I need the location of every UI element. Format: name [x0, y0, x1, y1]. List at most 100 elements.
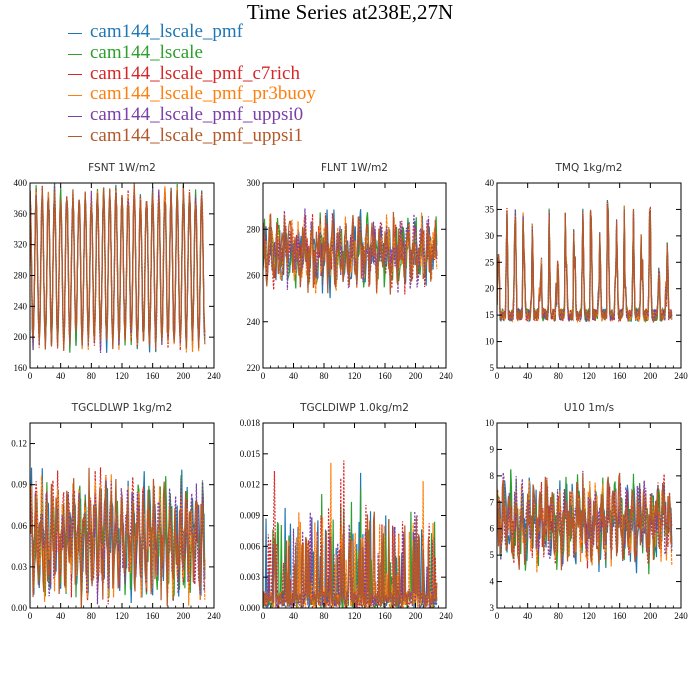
x-tick-label: 0 — [495, 371, 500, 381]
y-tick-label: 300 — [247, 178, 261, 188]
y-tick-label: 200 — [14, 332, 28, 342]
series-group — [497, 469, 673, 575]
series-line — [497, 472, 673, 571]
x-tick-label: 200 — [644, 611, 658, 621]
x-tick-label: 80 — [87, 611, 97, 621]
x-tick-label: 120 — [115, 611, 129, 621]
x-tick-label: 200 — [409, 611, 423, 621]
panel-title: U10 1m/s — [564, 402, 614, 414]
chart-panel: TGCLDIWP 1.0kg/m2 0 40 80 120 160 200 240 0.000 0… — [240, 402, 454, 621]
x-tick-label: 0 — [261, 371, 266, 381]
x-tick-label: 120 — [582, 611, 596, 621]
x-tick-label: 160 — [146, 611, 160, 621]
x-tick-label: 40 — [523, 611, 533, 621]
x-tick-label: 160 — [613, 611, 627, 621]
y-tick-label: 0.03 — [11, 562, 27, 572]
legend-item: cam144_lscale_pmf — [68, 22, 316, 43]
y-tick-label: 160 — [14, 363, 28, 373]
series-line — [30, 183, 206, 351]
legend-item: cam144_lscale_pmf_c7rich — [68, 63, 316, 84]
x-tick-label: 80 — [320, 611, 330, 621]
y-tick-label: 280 — [247, 224, 261, 234]
y-tick-label: 8 — [490, 471, 495, 481]
legend-swatch — [68, 94, 82, 96]
legend-label: cam144_lscale_pmf_uppsi1 — [90, 124, 304, 146]
x-tick-label: 200 — [409, 371, 423, 381]
series-group — [30, 183, 206, 354]
x-tick-label: 80 — [320, 371, 330, 381]
legend-swatch — [68, 115, 82, 117]
x-tick-label: 0 — [28, 371, 33, 381]
y-tick-label: 0.018 — [240, 418, 261, 428]
y-tick-label: 360 — [14, 209, 28, 219]
legend-label: cam144_lscale_pmf_pr3buoy — [90, 83, 316, 105]
y-tick-label: 320 — [14, 240, 28, 250]
x-tick-label: 120 — [348, 611, 362, 621]
y-tick-label: 3 — [490, 603, 495, 613]
y-tick-label: 20 — [485, 284, 495, 294]
chart-panel: TMQ 1kg/m2 0 40 80 120 160 200 240 5 10 15 20 25 30 35… — [485, 162, 688, 381]
y-tick-label: 400 — [14, 178, 28, 188]
x-tick-label: 0 — [261, 611, 266, 621]
legend-item: cam144_lscale_pmf_pr3buoy — [68, 84, 316, 105]
x-tick-label: 40 — [523, 371, 533, 381]
chart-panel: FSNT 1W/m2 0 40 80 120 160 200 240 160 200 240 280 3… — [14, 162, 222, 381]
legend-swatch — [68, 74, 82, 76]
y-tick-label: 35 — [485, 204, 495, 214]
y-tick-label: 240 — [14, 301, 28, 311]
y-tick-label: 0.12 — [11, 439, 27, 449]
panel-title: TGCLDLWP 1kg/m2 — [71, 402, 173, 414]
x-tick-label: 80 — [87, 371, 97, 381]
legend-swatch — [68, 32, 82, 34]
panel-title: TGCLDIWP 1.0kg/m2 — [299, 402, 409, 414]
panel-title: FSNT 1W/m2 — [88, 162, 156, 174]
x-tick-label: 240 — [207, 371, 221, 381]
y-tick-label: 0.00 — [11, 603, 27, 613]
y-tick-label: 15 — [485, 310, 495, 320]
x-tick-label: 160 — [613, 371, 627, 381]
x-tick-label: 160 — [378, 371, 392, 381]
series-line — [497, 204, 673, 324]
y-tick-label: 25 — [485, 257, 495, 267]
y-tick-label: 10 — [485, 337, 495, 347]
x-tick-label: 120 — [582, 371, 596, 381]
x-tick-label: 0 — [28, 611, 33, 621]
legend-swatch — [68, 53, 82, 55]
y-tick-label: 6 — [490, 524, 495, 534]
y-tick-label: 260 — [247, 271, 261, 281]
x-tick-label: 40 — [56, 371, 66, 381]
x-tick-label: 200 — [644, 371, 658, 381]
x-tick-label: 120 — [348, 371, 362, 381]
series-line — [30, 467, 206, 608]
chart-panel: U10 1m/s 0 40 80 120 160 200 240 3 4 5 6 7 8 9 10 — [485, 402, 688, 621]
x-tick-label: 240 — [674, 611, 688, 621]
legend-swatch — [68, 136, 82, 138]
legend: cam144_lscale_pmf cam144_lscale cam144_l… — [68, 22, 316, 146]
x-tick-label: 40 — [56, 611, 66, 621]
legend-label: cam144_lscale — [90, 42, 203, 64]
legend-item: cam144_lscale — [68, 43, 316, 64]
y-tick-label: 280 — [14, 271, 28, 281]
x-tick-label: 240 — [439, 611, 453, 621]
legend-label: cam144_lscale_pmf_uppsi0 — [90, 104, 304, 126]
x-tick-label: 240 — [439, 371, 453, 381]
x-tick-label: 120 — [115, 371, 129, 381]
x-tick-label: 0 — [495, 611, 500, 621]
y-tick-label: 40 — [485, 178, 495, 188]
y-tick-label: 0.000 — [240, 603, 261, 613]
x-tick-label: 200 — [177, 371, 191, 381]
series-line — [263, 208, 438, 294]
y-tick-label: 0.015 — [240, 449, 261, 459]
y-tick-label: 0.06 — [11, 521, 27, 531]
y-tick-label: 7 — [490, 497, 495, 507]
series-line — [263, 212, 438, 295]
panel-title: TMQ 1kg/m2 — [555, 162, 623, 174]
y-tick-label: 0.009 — [240, 511, 261, 521]
y-tick-label: 10 — [485, 418, 495, 428]
series-group — [263, 460, 438, 608]
legend-item: cam144_lscale_pmf_uppsi1 — [68, 125, 316, 146]
y-tick-label: 0.006 — [240, 541, 261, 551]
x-tick-label: 160 — [378, 611, 392, 621]
y-tick-label: 0.003 — [240, 572, 261, 582]
x-tick-label: 200 — [177, 611, 191, 621]
